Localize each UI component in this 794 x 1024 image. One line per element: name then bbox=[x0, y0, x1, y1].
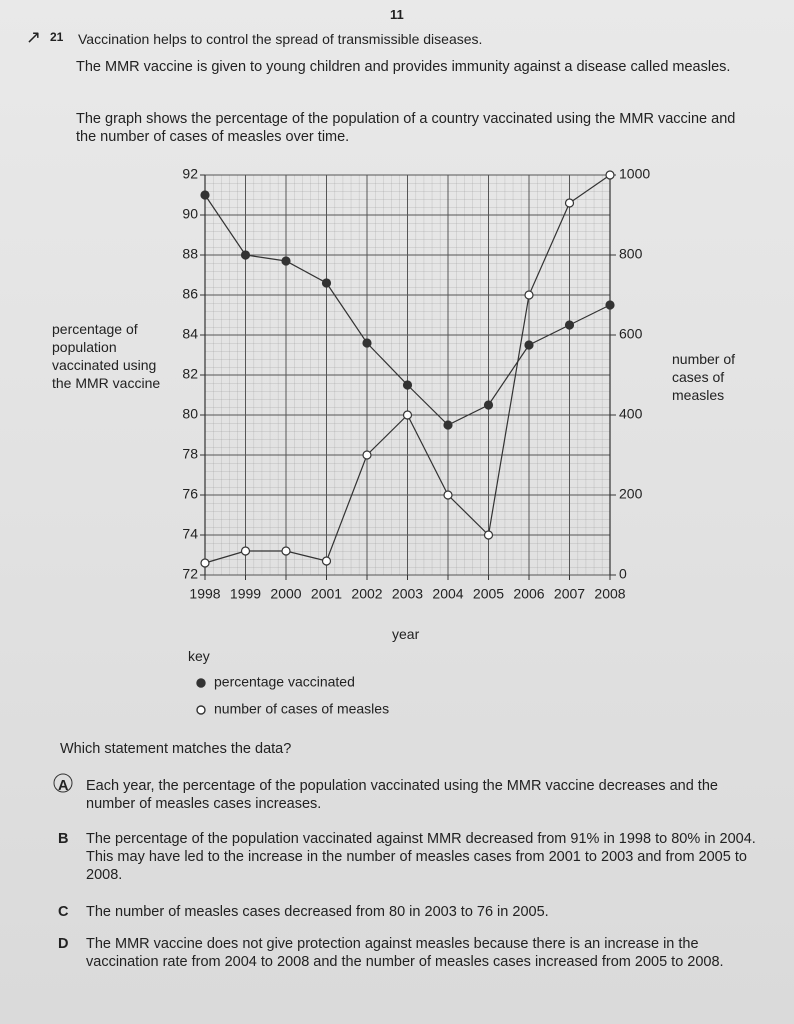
y2-tick-label: 1000 bbox=[619, 166, 650, 182]
x-tick-label: 1998 bbox=[189, 586, 220, 602]
x-tick-label: 2006 bbox=[513, 586, 544, 602]
option[interactable]: D The MMR vaccine does not give protectio… bbox=[58, 935, 770, 971]
data-point bbox=[240, 546, 251, 556]
option-letter: C bbox=[58, 904, 69, 920]
data-point bbox=[321, 278, 332, 288]
y-tick-label: 86 bbox=[182, 286, 198, 302]
x-tick-label: 2001 bbox=[311, 586, 342, 602]
y2-tick-label: 400 bbox=[619, 406, 643, 422]
option-letter: D bbox=[58, 936, 69, 952]
legend-marker bbox=[196, 678, 206, 688]
x-tick-label: 2003 bbox=[392, 586, 423, 602]
x-axis-label: year bbox=[392, 626, 420, 642]
data-point bbox=[321, 556, 332, 566]
y-tick-label: 82 bbox=[182, 366, 198, 382]
data-point bbox=[443, 420, 453, 430]
legend-label: percentage vaccinated bbox=[214, 674, 355, 690]
arrow-mark: ↗ bbox=[26, 27, 42, 47]
x-tick-label: 2008 bbox=[594, 586, 625, 602]
x-tick-label: 2005 bbox=[473, 586, 504, 602]
option-letter: A bbox=[58, 778, 69, 794]
y-tick-label: 92 bbox=[182, 166, 198, 182]
data-point bbox=[483, 400, 494, 410]
data-point bbox=[281, 546, 291, 556]
data-point bbox=[524, 340, 534, 350]
data-point bbox=[402, 380, 413, 390]
y-tick-label: 84 bbox=[182, 326, 198, 342]
data-point bbox=[200, 558, 210, 568]
data-point bbox=[483, 530, 494, 540]
option-letter: B bbox=[58, 831, 69, 847]
data-point bbox=[362, 338, 372, 348]
x-tick-label: 2007 bbox=[554, 586, 585, 602]
option-text: The percentage of the population vaccina… bbox=[86, 831, 756, 883]
option-text: Each year, the percentage of the populat… bbox=[86, 778, 718, 812]
option[interactable]: A Each year, the percentage of the popula… bbox=[58, 777, 770, 813]
option[interactable]: C The number of measles cases decreased f… bbox=[58, 903, 770, 921]
answer-circle bbox=[53, 773, 73, 793]
x-tick-label: 1999 bbox=[230, 586, 261, 602]
y-tick-label: 74 bbox=[182, 526, 198, 542]
data-point bbox=[200, 190, 210, 200]
x-tick-label: 2004 bbox=[432, 586, 463, 602]
option[interactable]: B The percentage of the population vaccin… bbox=[58, 830, 770, 884]
legend-label: number of cases of measles bbox=[214, 701, 389, 717]
y-axis-label: percentage of population vaccinated usin… bbox=[52, 321, 161, 391]
data-point bbox=[362, 450, 372, 460]
y2-tick-label: 200 bbox=[619, 486, 643, 502]
y2-tick-label: 800 bbox=[619, 246, 643, 262]
paragraph: The graph shows the percentage of the po… bbox=[76, 111, 736, 145]
data-point bbox=[564, 198, 575, 208]
paragraph: The MMR vaccine is given to young childr… bbox=[76, 59, 731, 75]
option-text: The number of measles cases decreased fr… bbox=[86, 904, 549, 920]
data-point bbox=[240, 250, 251, 260]
y-tick-label: 72 bbox=[182, 566, 198, 582]
intro: Vaccination helps to control the spread … bbox=[78, 31, 483, 47]
y-tick-label: 78 bbox=[182, 446, 198, 462]
question: Which statement matches the data? bbox=[60, 741, 292, 757]
page-number: 11 bbox=[390, 7, 404, 22]
data-point bbox=[443, 490, 453, 500]
data-point bbox=[524, 290, 534, 300]
y2-tick-label: 0 bbox=[619, 566, 627, 582]
legend-marker bbox=[196, 705, 206, 715]
data-point bbox=[605, 170, 615, 180]
y-tick-label: 90 bbox=[182, 206, 198, 222]
data-point bbox=[281, 256, 291, 266]
y-tick-label: 88 bbox=[182, 246, 198, 262]
x-tick-label: 2000 bbox=[270, 586, 301, 602]
data-point bbox=[605, 300, 615, 310]
x-tick-label: 2002 bbox=[351, 586, 382, 602]
y2-axis-label: number of cases of measles bbox=[672, 351, 736, 403]
option-text: The MMR vaccine does not give protection… bbox=[86, 936, 724, 970]
key-title: key bbox=[188, 648, 210, 664]
question-number: 21 bbox=[50, 30, 64, 44]
data-point bbox=[402, 410, 413, 420]
y2-tick-label: 600 bbox=[619, 326, 643, 342]
data-point bbox=[564, 320, 575, 330]
y-tick-label: 76 bbox=[182, 486, 198, 502]
y-tick-label: 80 bbox=[182, 406, 198, 422]
